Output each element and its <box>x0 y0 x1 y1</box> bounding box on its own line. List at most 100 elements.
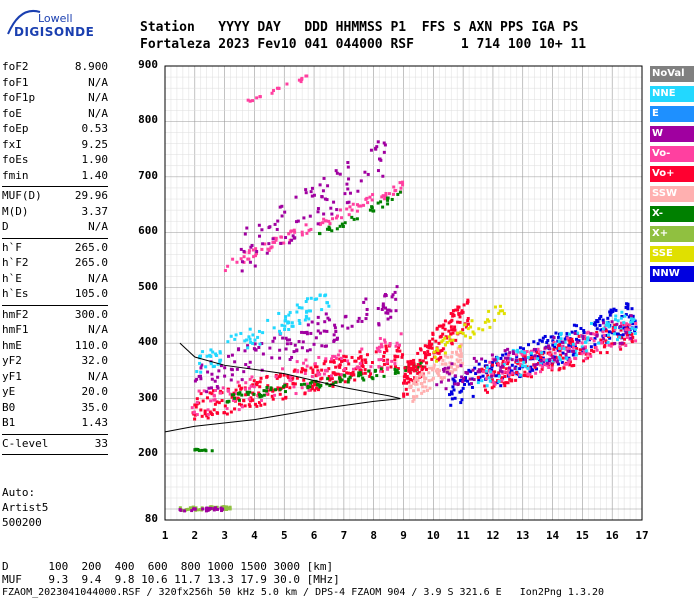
data-point <box>627 315 631 319</box>
data-point <box>391 293 395 297</box>
data-point <box>613 326 617 330</box>
data-point <box>404 368 408 372</box>
data-point <box>416 378 420 382</box>
data-point <box>461 331 465 335</box>
data-point <box>620 310 624 314</box>
data-point <box>230 368 234 372</box>
data-point <box>507 368 511 372</box>
data-point <box>340 222 344 226</box>
data-point <box>449 365 453 369</box>
data-point <box>624 331 628 335</box>
param-value: 33 <box>94 436 108 450</box>
param-row: foEp 0.53 <box>2 122 108 138</box>
data-point <box>556 348 560 352</box>
data-point <box>394 369 398 373</box>
data-point <box>338 172 342 176</box>
data-point <box>411 399 415 403</box>
data-point <box>386 196 390 200</box>
data-point <box>559 333 563 337</box>
param-separator <box>2 433 108 435</box>
data-point <box>581 337 585 341</box>
data-point <box>254 252 258 256</box>
data-point <box>409 377 413 381</box>
data-point <box>252 379 256 383</box>
data-point <box>454 308 458 312</box>
data-point <box>199 408 203 412</box>
data-point <box>535 350 539 354</box>
data-point <box>446 366 450 370</box>
data-point <box>301 340 305 344</box>
data-point <box>514 365 518 369</box>
data-point <box>403 372 407 376</box>
data-point <box>572 363 576 367</box>
param-row: C-level 33 <box>2 437 108 453</box>
data-point <box>327 304 331 308</box>
data-point <box>370 198 374 202</box>
data-point <box>551 343 555 347</box>
data-point <box>284 236 288 240</box>
data-point <box>490 374 494 378</box>
data-point <box>215 411 219 415</box>
data-point <box>358 350 362 354</box>
data-point <box>203 412 207 416</box>
data-point <box>296 370 300 374</box>
data-point <box>335 171 339 175</box>
logo-top-text: Lowell <box>38 12 73 25</box>
param-key: h`F2 <box>2 256 29 269</box>
data-point <box>582 359 586 363</box>
data-point <box>341 224 345 228</box>
data-point <box>193 379 197 383</box>
data-point <box>230 373 234 377</box>
data-point <box>267 248 271 252</box>
param-key: h`F <box>2 240 22 254</box>
data-point <box>246 98 250 102</box>
data-point <box>362 378 366 382</box>
y-tick-label: 700 <box>138 168 158 182</box>
data-point <box>614 314 618 318</box>
data-point <box>526 366 530 370</box>
data-point <box>429 346 433 350</box>
data-point <box>311 368 315 372</box>
legend-item: NoVal <box>650 66 694 82</box>
param-key: hmF1 <box>2 323 29 336</box>
data-point <box>374 350 378 354</box>
data-point <box>386 202 390 206</box>
data-point <box>456 346 460 350</box>
data-point <box>608 313 612 317</box>
data-point <box>555 360 559 364</box>
data-point <box>192 410 196 414</box>
data-point <box>201 399 205 403</box>
data-point <box>538 338 542 342</box>
x-tick-label: 10 <box>426 529 440 542</box>
data-point <box>571 340 575 344</box>
data-point <box>236 380 240 384</box>
data-point <box>226 340 230 344</box>
data-point <box>580 345 584 349</box>
data-point <box>593 333 597 337</box>
data-point <box>450 392 454 396</box>
data-point <box>447 335 451 339</box>
data-point <box>503 361 507 365</box>
data-point <box>414 378 418 382</box>
data-point <box>416 363 420 367</box>
data-point <box>523 354 527 358</box>
data-point <box>370 361 374 365</box>
data-point <box>213 402 217 406</box>
data-point <box>234 333 238 337</box>
data-point <box>603 325 607 329</box>
data-point <box>447 378 451 382</box>
data-point <box>303 372 307 376</box>
data-point <box>440 377 444 381</box>
data-point <box>247 403 251 407</box>
data-point <box>535 367 539 371</box>
data-point <box>239 331 243 335</box>
data-point <box>616 338 620 342</box>
data-point <box>249 340 253 344</box>
data-point <box>233 398 237 402</box>
data-point <box>449 325 453 329</box>
data-point <box>506 381 510 385</box>
data-point <box>589 332 593 336</box>
data-point <box>357 204 361 208</box>
data-point <box>215 400 219 404</box>
data-point <box>578 352 582 355</box>
